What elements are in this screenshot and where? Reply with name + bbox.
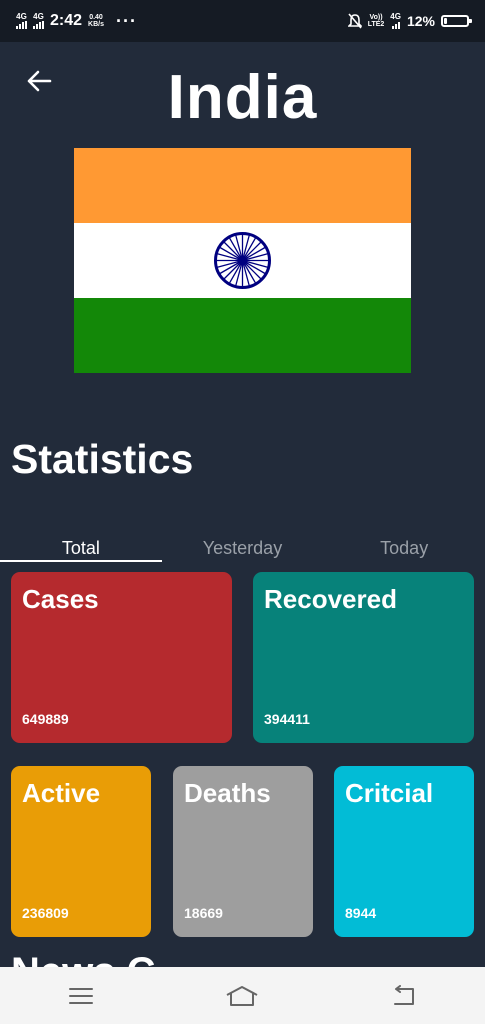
card-label: Critcial [345,778,434,808]
battery-fill [444,18,447,24]
card-value: 236809 [22,905,69,921]
card-label: Deaths [184,778,271,808]
tab-today[interactable]: Today [380,538,429,558]
nav-back-button[interactable] [379,976,429,1016]
speed-value: 0.40 [89,14,103,21]
page-title: India [167,63,318,132]
mute-icon [347,13,362,29]
cases-card[interactable]: Cases 649889 [11,572,232,743]
flag-white-band [74,223,411,298]
status-left: 4G 4G 2:42 0.40 KB/s ··· [16,11,137,32]
menu-icon [68,987,93,1004]
menu-button[interactable] [56,976,106,1016]
signal-icon-2: 4G [33,13,44,29]
card-value: 394411 [264,711,310,727]
volte-indicator: Vo)) LTE2 [368,14,385,28]
lte-label: LTE2 [367,21,385,28]
flag-saffron-band [74,148,411,223]
net-label: 4G [390,12,401,21]
network-icon: 4G [390,13,401,29]
ashoka-chakra-icon [214,232,271,289]
card-label: Cases [22,584,99,614]
volte-label: Vo)) [369,14,383,21]
country-flag [74,148,411,373]
statistics-heading: Statistics [11,436,194,482]
recovered-card[interactable]: Recovered 394411 [253,572,474,743]
home-icon [227,985,258,1006]
card-label: Recovered [264,584,397,614]
critical-card[interactable]: Critcial 8944 [334,766,474,937]
deaths-card[interactable]: Deaths 18669 [173,766,313,937]
arrow-left-icon [27,70,52,92]
sim1-label: 4G [16,12,27,21]
home-button[interactable] [217,976,267,1016]
stats-tabs: Total Yesterday Today [0,532,485,562]
flag-green-band [74,298,411,373]
back-icon [394,984,415,1005]
card-value: 8944 [345,905,377,921]
tab-total[interactable]: Total [0,532,162,562]
card-value: 18669 [184,905,223,921]
card-label: Active [22,778,101,808]
status-right: Vo)) LTE2 4G 12% [347,13,472,29]
card-value: 649889 [22,711,69,727]
battery-percent: 12% [406,13,435,29]
more-icon: ··· [115,10,137,31]
status-bar: 4G 4G 2:42 0.40 KB/s ··· Vo)) LTE2 4G 12… [0,0,485,42]
sim2-label: 4G [33,12,44,21]
signal-icon: 4G [16,13,27,29]
active-card[interactable]: Active 236809 [11,766,151,937]
battery-icon [441,15,472,27]
net-speed: 0.40 KB/s [88,14,104,28]
speed-unit: KB/s [88,21,104,28]
back-button[interactable] [22,64,56,98]
system-nav-bar [0,967,485,1024]
tab-yesterday[interactable]: Yesterday [202,538,283,558]
clock: 2:42 [50,12,83,29]
